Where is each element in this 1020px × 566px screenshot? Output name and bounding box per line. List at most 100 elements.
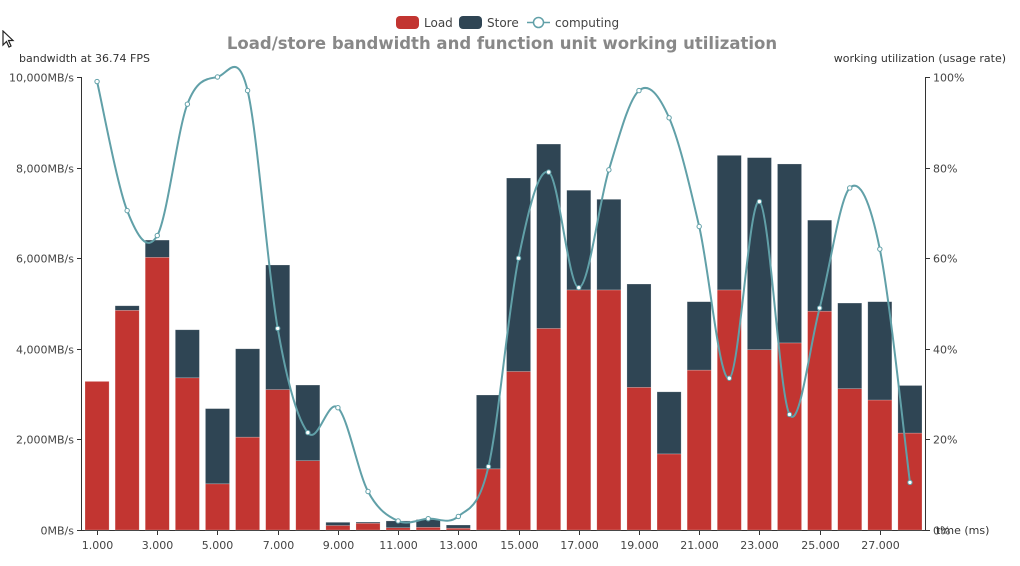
bar-load [506, 371, 531, 531]
bar-load [235, 436, 260, 531]
computing-point [365, 488, 371, 495]
y-left-tick-label: 6,000MB/s [16, 253, 74, 266]
computing-point [154, 232, 160, 239]
x-tick-label: 19.000 [620, 539, 659, 552]
computing-line-layer [94, 66, 913, 524]
computing-point [726, 375, 733, 381]
computing-point [214, 74, 221, 80]
computing-point [576, 284, 582, 291]
bar-load [476, 468, 501, 531]
bar-store [445, 524, 471, 529]
bar-load [837, 388, 863, 531]
y-right-tick-label: 80% [933, 163, 957, 176]
bar-store [656, 391, 682, 455]
bar-store [807, 219, 832, 312]
bars [84, 143, 923, 531]
bar-store [777, 163, 802, 344]
bar-store [325, 521, 351, 526]
legend-item-store[interactable]: Store [459, 16, 519, 30]
y-left-ticks: 0MB/s 2,000MB/s 4,000MB/s 6,000MB/s 8,000MB/… [9, 72, 82, 538]
bar-load [114, 309, 140, 531]
computing-point [606, 167, 612, 173]
computing-point [816, 305, 823, 311]
computing-point [124, 207, 130, 214]
x-axis-title: time (ms) [936, 524, 989, 537]
computing-point [545, 169, 552, 175]
bar-load [747, 349, 772, 531]
x-tick-label: 7.000 [263, 539, 295, 552]
bar-load [325, 525, 351, 531]
x-tick-label: 3.000 [142, 539, 174, 552]
bar-load [686, 369, 712, 531]
bar-store [686, 301, 712, 371]
y-left-tick-label: 4,000MB/s [16, 344, 74, 357]
x-tick-label: 17.000 [560, 539, 599, 552]
y-right-tick-label: 20% [933, 434, 957, 447]
y-left-tick-label: 2,000MB/s [16, 434, 74, 447]
bar-store [355, 521, 381, 524]
chart-title: Load/store bandwidth and function unit w… [227, 34, 777, 53]
y-right-tick-label: 40% [933, 344, 957, 357]
x-tick-label: 1.000 [82, 539, 114, 552]
y-right-axis-title: working utilization (usage rate) [834, 52, 1006, 65]
computing-point [485, 463, 492, 470]
y-right-ticks: 0% 20% 40% 60% 80% 100% [925, 72, 964, 538]
legend-item-load[interactable]: Load [396, 16, 453, 30]
x-tick-label: 25.000 [801, 539, 840, 552]
computing-point [515, 255, 522, 261]
legend: Load Store computing [396, 16, 619, 30]
y-left-tick-label: 10,000MB/s [9, 72, 74, 85]
legend-label-load: Load [424, 16, 453, 30]
bar-load [265, 389, 291, 531]
bar-load [144, 256, 170, 531]
bar-load [716, 289, 742, 531]
computing-point [666, 115, 672, 121]
bar-load [596, 289, 622, 531]
computing-point [847, 185, 853, 191]
bar-store [626, 283, 652, 388]
bar-store [837, 302, 863, 389]
bar-load [656, 453, 682, 531]
bar-store [476, 394, 501, 470]
bar-load [295, 460, 321, 531]
bar-store [867, 301, 893, 401]
bar-load [867, 399, 893, 531]
computing-point [696, 223, 702, 230]
x-tick-label: 11.000 [379, 539, 418, 552]
bar-store [506, 177, 531, 372]
computing-point [636, 87, 642, 94]
bar-load [205, 483, 230, 531]
bar-load [415, 526, 441, 531]
legend-item-computing[interactable]: computing [527, 16, 619, 30]
y-left-axis-title: bandwidth at 36.74 FPS [19, 52, 150, 65]
computing-point [184, 101, 191, 107]
legend-swatch-load [396, 16, 419, 29]
x-tick-label: 9.000 [323, 539, 355, 552]
bar-store [175, 329, 200, 379]
legend-swatch-store [459, 16, 482, 29]
legend-label-computing: computing [555, 16, 619, 30]
bar-load [566, 289, 592, 531]
computing-point [274, 325, 281, 332]
computing-point [94, 78, 100, 85]
x-tick-label: 21.000 [680, 539, 719, 552]
computing-point [305, 429, 311, 436]
bar-store [566, 189, 592, 291]
y-left-tick-label: 0MB/s [41, 525, 75, 538]
x-tick-label: 27.000 [861, 539, 900, 552]
y-right-tick-label: 60% [933, 253, 957, 266]
x-tick-label: 23.000 [740, 539, 779, 552]
y-right-tick-label: 0% [933, 525, 950, 538]
bar-load [355, 522, 381, 531]
bar-store [295, 384, 321, 461]
x-tick-label: 15.000 [500, 539, 539, 552]
bar-store [235, 348, 260, 438]
bar-load [175, 377, 200, 531]
bar-load [385, 527, 411, 531]
computing-point [244, 87, 251, 94]
computing-point [786, 411, 793, 418]
computing-point [425, 515, 431, 522]
bar-load [626, 387, 652, 531]
legend-swatch-computing-marker [532, 16, 545, 29]
